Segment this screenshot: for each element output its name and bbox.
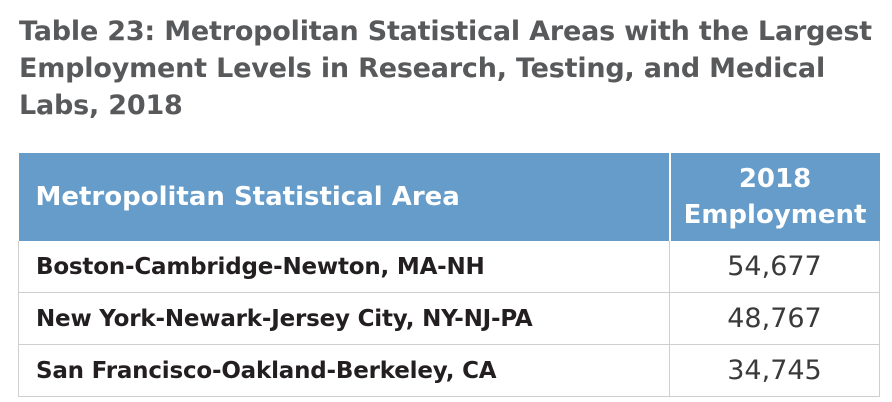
cell-employment: 34,745 <box>669 344 880 397</box>
table-row: Boston-Cambridge-Newton, MA-NH 54,677 <box>18 241 880 293</box>
table-row: New York-Newark-Jersey City, NY-NJ-PA 48… <box>18 292 880 345</box>
cell-employment: 54,677 <box>669 241 880 293</box>
cell-area: San Francisco-Oakland-Berkeley, CA <box>18 344 670 397</box>
header-employment: 2018 Employment <box>669 153 880 241</box>
cell-area: New York-Newark-Jersey City, NY-NJ-PA <box>18 292 670 345</box>
table-header-row: Metropolitan Statistical Area 2018 Emplo… <box>18 153 880 241</box>
cell-area: Boston-Cambridge-Newton, MA-NH <box>18 241 670 293</box>
cell-employment: 48,767 <box>669 292 880 345</box>
header-area: Metropolitan Statistical Area <box>18 153 671 241</box>
table-row: San Francisco-Oakland-Berkeley, CA 34,74… <box>18 344 880 397</box>
data-table: Metropolitan Statistical Area 2018 Emplo… <box>18 153 880 397</box>
table-title: Table 23: Metropolitan Statistical Areas… <box>19 16 872 121</box>
